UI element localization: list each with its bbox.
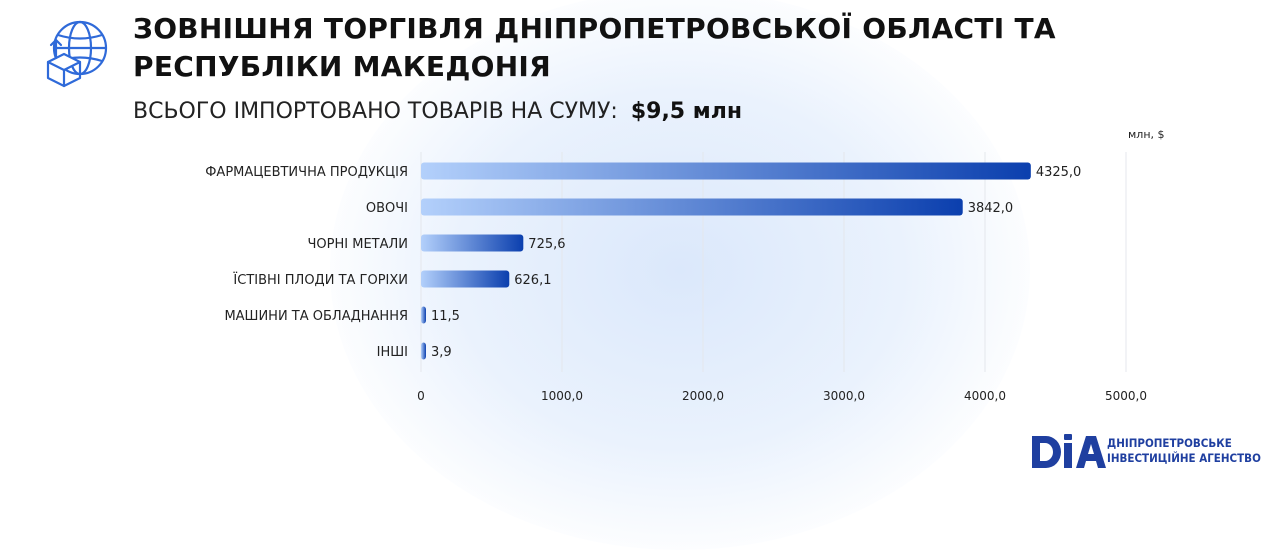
logo-line-1: ДНІПРОПЕТРОВСЬКЕ xyxy=(1107,436,1232,450)
category-label: ОВОЧІ xyxy=(366,201,408,216)
bar xyxy=(421,270,510,288)
data-label: 3842,0 xyxy=(968,201,1014,216)
data-label: 3,9 xyxy=(431,345,452,360)
bar xyxy=(421,162,1031,180)
x-tick-label: 4000,0 xyxy=(964,389,1006,403)
bar xyxy=(421,234,524,252)
subtitle-total: $9,5 млн xyxy=(630,99,743,124)
logo-text: ДНІПРОПЕТРОВСЬКЕ ІНВЕСТИЦІЙНЕ АГЕНСТВО xyxy=(1107,436,1261,466)
dia-logo xyxy=(1032,434,1106,468)
x-tick-label: 3000,0 xyxy=(823,389,865,403)
category-label: МАШИНИ ТА ОБЛАДНАННЯ xyxy=(224,309,408,324)
category-label: ІНШІ xyxy=(377,345,408,360)
title-line-2: РЕСПУБЛІКИ МАКЕДОНІЯ xyxy=(133,50,552,83)
unit-label: млн, $ xyxy=(1128,128,1165,141)
x-tick-label: 2000,0 xyxy=(682,389,724,403)
subtitle-label: ВСЬОГО ІМПОРТОВАНО ТОВАРІВ НА СУМУ: xyxy=(133,99,618,124)
category-label: ЧОРНІ МЕТАЛИ xyxy=(308,237,409,252)
bar-chart: 0 1000,0 2000,0 3000,0 4000,0 5000,0 ФАРМАЦЕВТ… xyxy=(205,152,1147,403)
data-label: 4325,0 xyxy=(1036,165,1082,180)
x-tick-label: 1000,0 xyxy=(541,389,583,403)
bar xyxy=(421,198,963,216)
x-tick-label: 0 xyxy=(417,389,425,403)
subtitle: ВСЬОГО ІМПОРТОВАНО ТОВАРІВ НА СУМУ: $9,5… xyxy=(133,99,742,124)
globe-box-upload-icon xyxy=(46,20,108,88)
data-label: 11,5 xyxy=(431,309,460,324)
x-tick-label: 5000,0 xyxy=(1105,389,1147,403)
category-label: ЇСТІВНІ ПЛОДИ ТА ГОРІХИ xyxy=(233,272,408,288)
page-title: ЗОВНІШНЯ ТОРГІВЛЯ ДНІПРОПЕТРОВСЬКОЇ ОБЛА… xyxy=(133,10,1133,86)
data-label: 725,6 xyxy=(528,237,565,252)
data-label: 626,1 xyxy=(514,273,551,288)
bar xyxy=(421,342,426,360)
category-label: ФАРМАЦЕВТИЧНА ПРОДУКЦІЯ xyxy=(205,165,408,180)
bar xyxy=(421,306,426,324)
logo-line-2: ІНВЕСТИЦІЙНЕ АГЕНСТВО xyxy=(1107,451,1261,465)
title-line-1: ЗОВНІШНЯ ТОРГІВЛЯ ДНІПРОПЕТРОВСЬКОЇ ОБЛА… xyxy=(133,12,1056,45)
